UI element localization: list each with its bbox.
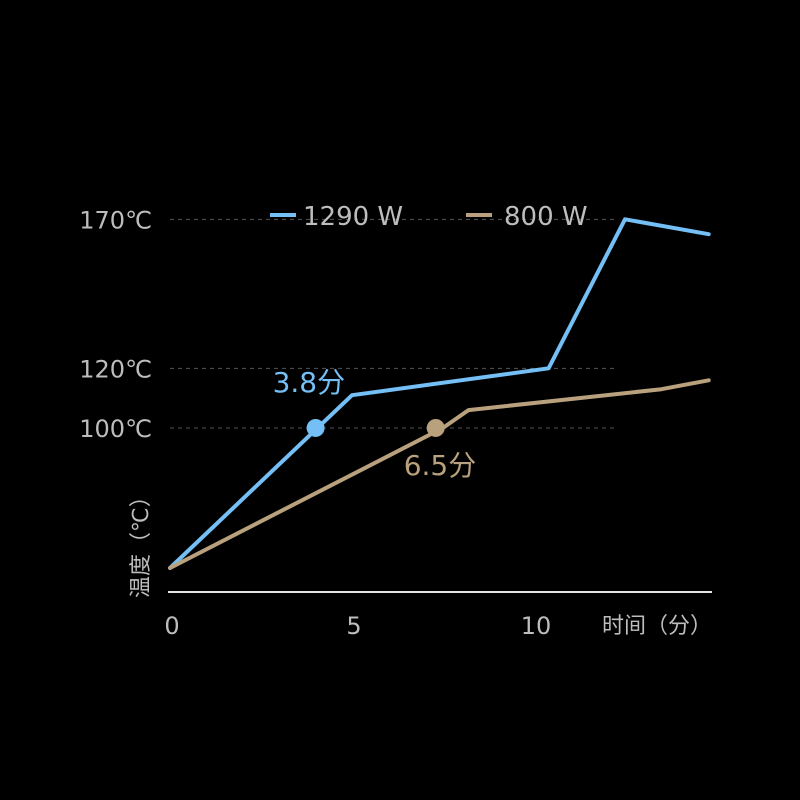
annotation-800w: 6.5分 bbox=[404, 449, 477, 482]
tick-labels: 100℃ 120℃ 170℃ 0 5 10 bbox=[79, 206, 551, 640]
legend-label-1290w: 1290 W bbox=[303, 202, 403, 232]
x-axis-title: 时间（分） bbox=[602, 614, 712, 639]
series-line-800w bbox=[168, 378, 711, 570]
legend-label-800w: 800 W bbox=[504, 202, 588, 232]
grid-lines bbox=[170, 218, 615, 429]
y-axis-title: 温度（℃） bbox=[129, 485, 154, 598]
series-line-1290w bbox=[168, 217, 711, 570]
marker-1290w bbox=[306, 418, 325, 437]
x-tick-label-5: 5 bbox=[346, 612, 361, 640]
legend: 1290 W 800 W bbox=[270, 202, 588, 232]
y-tick-label-170: 170℃ bbox=[79, 206, 152, 234]
y-tick-label-100: 100℃ bbox=[79, 415, 152, 443]
series-lines bbox=[168, 217, 711, 570]
y-tick-label-120: 120℃ bbox=[79, 355, 152, 383]
series-markers: 3.8分 6.5分 bbox=[273, 366, 477, 482]
annotation-1290w: 3.8分 bbox=[273, 366, 346, 399]
marker-800w bbox=[426, 418, 445, 437]
x-tick-label-10: 10 bbox=[521, 612, 552, 640]
x-tick-label-0: 0 bbox=[164, 612, 179, 640]
